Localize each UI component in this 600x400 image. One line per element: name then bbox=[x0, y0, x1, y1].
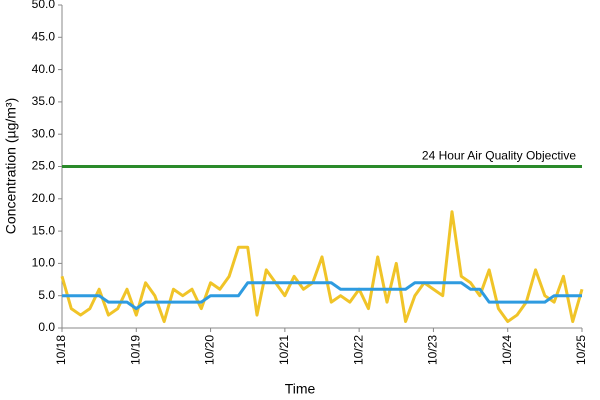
y-tick-label: 15.0 bbox=[32, 223, 56, 237]
x-axis-title: Time bbox=[285, 381, 316, 397]
y-tick-label: 50.0 bbox=[32, 0, 56, 11]
reference-label: 24 Hour Air Quality Objective bbox=[422, 149, 576, 163]
y-tick-label: 30.0 bbox=[32, 126, 56, 140]
x-tick-label: 10/25 bbox=[574, 335, 588, 365]
y-tick-label: 25.0 bbox=[32, 159, 56, 173]
x-tick-label: 10/22 bbox=[351, 335, 365, 365]
y-tick-label: 20.0 bbox=[32, 191, 56, 205]
y-axis-title: Concentration (µg/m³) bbox=[3, 98, 19, 234]
y-tick-label: 40.0 bbox=[32, 62, 56, 76]
y-tick-label: 5.0 bbox=[38, 288, 55, 302]
series-line bbox=[60, 210, 584, 324]
x-tick-label: 10/24 bbox=[500, 335, 514, 365]
y-tick-label: 0.0 bbox=[38, 320, 55, 334]
y-tick-label: 10.0 bbox=[32, 256, 56, 270]
x-tick-label: 10/20 bbox=[203, 335, 217, 365]
x-tick-label: 10/18 bbox=[54, 335, 68, 365]
x-tick-label: 10/19 bbox=[128, 335, 142, 365]
y-tick-label: 35.0 bbox=[32, 94, 56, 108]
x-tick-label: 10/21 bbox=[277, 335, 291, 365]
y-tick-label: 45.0 bbox=[32, 29, 56, 43]
x-tick-label: 10/23 bbox=[426, 335, 440, 365]
series-line bbox=[62, 281, 582, 311]
